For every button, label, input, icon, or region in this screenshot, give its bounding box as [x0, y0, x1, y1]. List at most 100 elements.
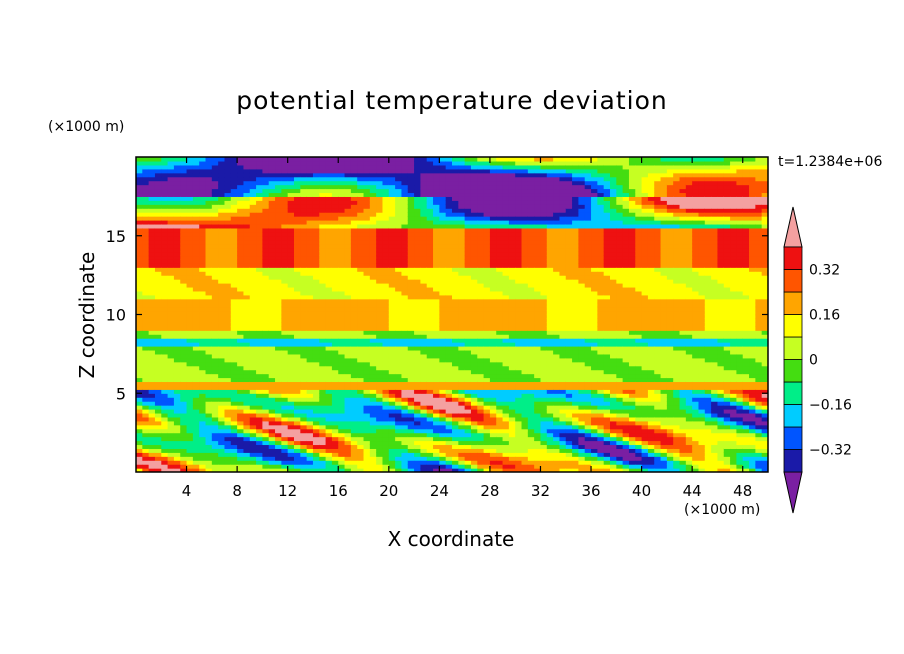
field-cell — [382, 460, 390, 465]
field-cell — [464, 393, 472, 398]
field-cell — [521, 239, 529, 245]
field-cell — [477, 342, 485, 347]
field-cell — [483, 389, 491, 394]
field-cell — [312, 409, 320, 414]
field-cell — [325, 247, 333, 253]
field-cell — [173, 326, 181, 331]
field-cell — [496, 231, 504, 237]
field-cell — [167, 460, 175, 465]
field-cell — [262, 196, 270, 201]
field-cell — [357, 176, 365, 182]
field-cell — [452, 184, 459, 190]
field-cell — [173, 349, 181, 355]
field-cell — [464, 168, 472, 174]
field-cell — [192, 263, 200, 268]
field-cell — [414, 192, 421, 197]
field-cell — [464, 157, 472, 162]
field-cell — [306, 468, 314, 472]
field-cell — [521, 290, 529, 296]
field-cell — [224, 200, 232, 205]
field-cell — [483, 334, 491, 339]
field-cell — [420, 334, 428, 339]
field-cell — [401, 243, 409, 249]
field-cell — [376, 397, 384, 402]
field-cell — [502, 302, 510, 308]
field-cell — [275, 212, 282, 217]
field-cell — [148, 275, 156, 280]
field-cell — [300, 322, 308, 327]
field-cell — [218, 294, 226, 300]
field-cell — [148, 389, 156, 394]
field-cell — [142, 330, 150, 335]
field-cell — [445, 275, 453, 280]
field-cell — [439, 302, 447, 308]
field-cell — [173, 346, 181, 351]
field-cell — [287, 424, 295, 430]
field-cell — [420, 393, 428, 398]
field-cell — [464, 353, 472, 359]
field-cell — [192, 243, 200, 249]
field-cell — [452, 385, 459, 390]
field-cell — [211, 290, 219, 296]
field-cell — [357, 223, 365, 229]
field-cell — [464, 424, 472, 430]
field-cell — [395, 251, 403, 257]
field-cell — [312, 216, 320, 221]
field-cell — [312, 275, 320, 280]
field-cell — [414, 235, 421, 241]
field-cell — [414, 188, 421, 194]
field-cell — [249, 259, 257, 264]
field-cell — [199, 196, 207, 201]
field-cell — [167, 365, 175, 371]
field-cell — [388, 318, 396, 323]
field-cell — [192, 168, 200, 174]
field-cell — [369, 302, 377, 308]
field-cell — [300, 310, 308, 316]
field-cell — [306, 385, 314, 390]
field-cell — [287, 338, 295, 343]
field-cell — [148, 157, 156, 162]
field-cell — [508, 432, 516, 438]
field-cell — [294, 223, 301, 229]
field-cell — [262, 283, 270, 288]
field-cell — [445, 302, 453, 308]
field-cell — [350, 275, 358, 280]
field-cell — [281, 271, 289, 276]
field-cell — [211, 231, 219, 237]
field-cell — [136, 267, 143, 272]
field-cell — [186, 365, 194, 371]
field-cell — [281, 192, 289, 197]
field-cell — [489, 306, 497, 312]
field-cell — [237, 200, 245, 205]
field-cell — [230, 263, 238, 268]
field-cell — [445, 361, 453, 367]
field-cell — [344, 440, 352, 446]
field-cell — [186, 200, 194, 205]
field-cell — [312, 157, 320, 162]
field-cell — [470, 385, 478, 390]
field-cell — [338, 275, 346, 280]
field-cell — [142, 397, 150, 402]
field-cell — [395, 448, 403, 453]
field-cell — [363, 290, 371, 296]
field-cell — [312, 239, 320, 245]
field-cell — [439, 247, 447, 253]
field-cell — [256, 302, 263, 308]
field-cell — [173, 373, 181, 379]
field-cell — [344, 444, 352, 449]
field-cell — [363, 330, 371, 335]
field-cell — [136, 424, 143, 430]
field-cell — [211, 405, 219, 410]
field-cell — [376, 416, 384, 422]
field-cell — [192, 405, 200, 410]
field-cell — [344, 334, 352, 339]
field-cell — [136, 160, 143, 166]
field-cell — [306, 377, 314, 383]
field-cell — [237, 322, 245, 327]
field-cell — [224, 235, 232, 241]
field-cell — [470, 200, 478, 205]
field-cell — [363, 239, 371, 245]
field-cell — [338, 251, 346, 257]
field-cell — [376, 377, 384, 383]
field-cell — [186, 212, 194, 217]
